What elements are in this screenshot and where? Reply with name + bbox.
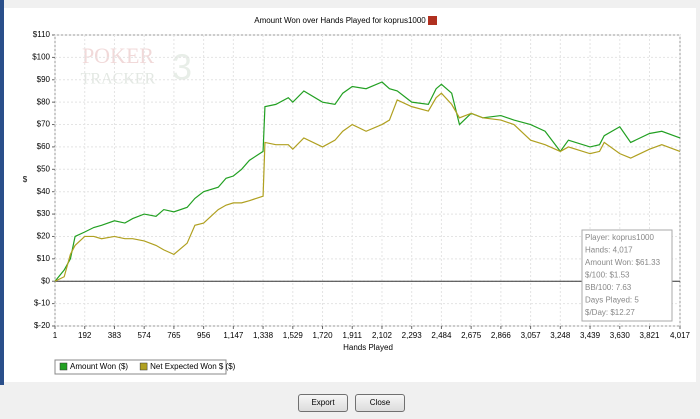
y-tick-label: $100 xyxy=(32,52,50,61)
y-tick-label: $-20 xyxy=(34,321,51,330)
watermark: 3 xyxy=(172,47,192,88)
stats-text: Amount Won: $61.33 xyxy=(585,258,661,267)
x-tick-label: 192 xyxy=(78,331,92,340)
button[interactable]: Close xyxy=(355,394,405,412)
legend-swatch xyxy=(139,362,148,371)
stats-text: BB/100: 7.63 xyxy=(585,283,632,292)
panel xyxy=(4,8,696,382)
x-tick-label: 1,147 xyxy=(223,331,244,340)
x-tick-label: 1 xyxy=(53,331,58,340)
x-tick-label: 1,529 xyxy=(283,331,304,340)
x-tick-label: 383 xyxy=(108,331,122,340)
x-tick-label: 3,248 xyxy=(550,331,571,340)
x-tick-label: 3,821 xyxy=(639,331,660,340)
y-tick-label: $-10 xyxy=(34,299,51,308)
stats-box xyxy=(581,229,673,322)
x-tick-label: 2,675 xyxy=(461,331,482,340)
x-tick-label: 3,439 xyxy=(580,331,601,340)
x-tick-label: 1,338 xyxy=(253,331,274,340)
y-axis-label: $ xyxy=(23,175,28,184)
x-tick-label: 956 xyxy=(197,331,211,340)
y-tick-label: $90 xyxy=(37,75,51,84)
x-tick-label: 1,911 xyxy=(343,331,363,340)
y-tick-label: $110 xyxy=(33,30,51,39)
x-tick-label: 3,630 xyxy=(610,331,631,340)
y-tick-label: $60 xyxy=(37,142,51,151)
x-tick-label: 1,720 xyxy=(313,331,334,340)
stats-text: Hands: 4,017 xyxy=(585,246,633,255)
x-axis-label: Hands Played xyxy=(343,343,393,352)
y-tick-label: $50 xyxy=(37,164,51,173)
x-tick-label: 765 xyxy=(167,331,181,340)
y-tick-label: $40 xyxy=(37,187,51,196)
legend-swatch xyxy=(59,362,68,371)
x-tick-label: 2,293 xyxy=(402,331,423,340)
chart: Amount Won over Hands Played for koprus1… xyxy=(0,0,696,385)
x-tick-label: 4,017 xyxy=(670,331,691,340)
x-tick-label: 2,484 xyxy=(431,331,452,340)
button[interactable]: Export xyxy=(298,394,348,412)
icon xyxy=(428,16,437,25)
y-tick-label: $0 xyxy=(41,276,50,285)
y-tick-label: $20 xyxy=(37,232,51,241)
x-tick-label: 2,866 xyxy=(491,331,512,340)
stats-text: $/Day: $12.27 xyxy=(585,308,635,317)
watermark: POKER xyxy=(82,43,154,68)
stats-text: $/100: $1.53 xyxy=(585,271,630,280)
y-tick-label: $80 xyxy=(37,97,51,106)
x-tick-label: 2,102 xyxy=(372,331,393,340)
series-line xyxy=(54,92,681,282)
stats-text: Player: koprus1000 xyxy=(585,233,654,242)
frame xyxy=(0,0,4,385)
x-tick-label: 3,057 xyxy=(521,331,542,340)
series-line xyxy=(54,81,681,282)
y-tick-label: $30 xyxy=(37,209,51,218)
legend-label: Amount Won ($) xyxy=(70,362,128,371)
x-tick-label: 574 xyxy=(137,331,151,340)
stats-text: Days Played: 5 xyxy=(585,296,639,305)
chart-title: Amount Won over Hands Played for koprus1… xyxy=(254,16,426,25)
watermark: TRACKER xyxy=(81,71,156,88)
legend-label: Net Expected Won $ ($) xyxy=(150,362,236,371)
y-tick-label: $70 xyxy=(37,120,51,129)
y-tick-label: $10 xyxy=(37,254,51,263)
